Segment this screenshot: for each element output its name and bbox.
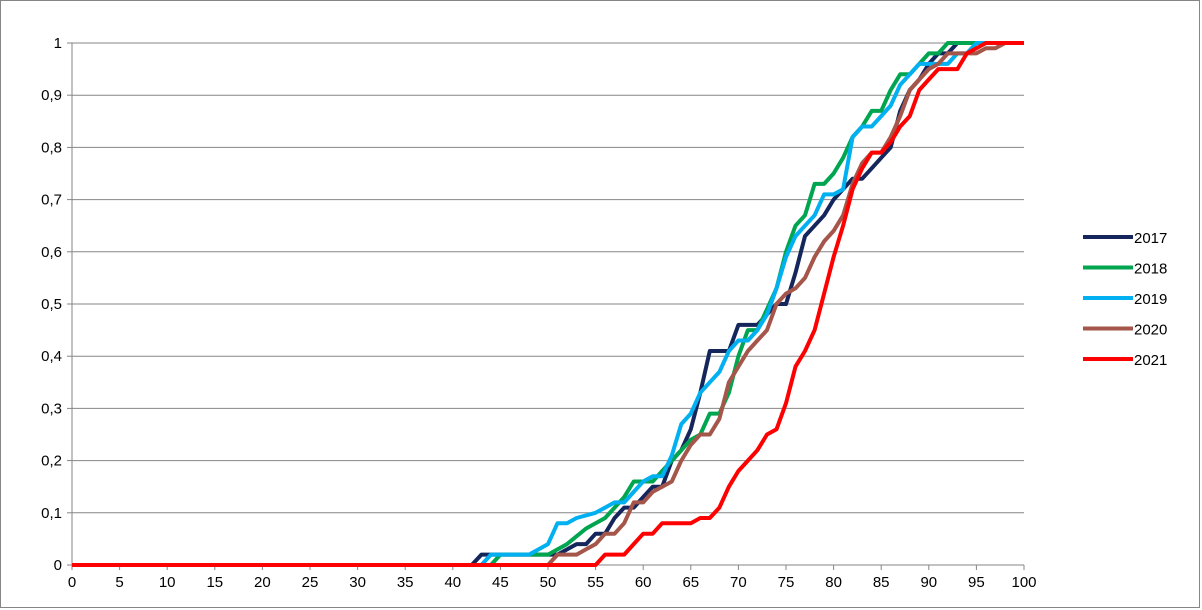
- y-tick-label: 0,5: [41, 296, 62, 313]
- legend-label-2017: 2017: [1134, 230, 1167, 247]
- x-tick-label: 80: [825, 574, 842, 591]
- y-tick-label: 0,8: [41, 139, 62, 156]
- x-tick-label: 30: [349, 574, 366, 591]
- x-tick-label: 15: [206, 574, 223, 591]
- y-tick-label: 0,2: [41, 453, 62, 470]
- x-tick-label: 75: [778, 574, 795, 591]
- legend-label-2018: 2018: [1134, 261, 1167, 278]
- y-tick-label: 0,9: [41, 87, 62, 104]
- x-tick-label: 50: [540, 574, 557, 591]
- y-axis-tick-labels: 0 0,1 0,2 0,3 0,4 0,5 0,6 0,7 0,8 0,9 1: [41, 35, 62, 574]
- legend-label-2021: 2021: [1134, 352, 1167, 369]
- x-tick-label: 40: [444, 574, 461, 591]
- y-tick-label: 0,1: [41, 505, 62, 522]
- series-line-2019: [72, 41, 1024, 567]
- x-tick-label: 65: [682, 574, 699, 591]
- x-tick-label: 60: [635, 574, 652, 591]
- legend-label-2019: 2019: [1134, 291, 1167, 308]
- series-line-2020: [72, 41, 1024, 567]
- series-line-2018: [72, 41, 1024, 567]
- x-tick-label: 45: [492, 574, 509, 591]
- x-tick-label: 55: [587, 574, 604, 591]
- x-tick-label: 90: [920, 574, 937, 591]
- x-tick-label: 0: [68, 574, 76, 591]
- y-tick-label: 0,4: [41, 348, 62, 365]
- series-lines: [72, 41, 1024, 567]
- x-tick-label: 95: [968, 574, 985, 591]
- x-tick-label: 70: [730, 574, 747, 591]
- y-tick-label: 0,7: [41, 192, 62, 209]
- gridlines: [72, 42, 1024, 514]
- x-tick-label: 5: [115, 574, 123, 591]
- y-tick-label: 0,3: [41, 400, 62, 417]
- x-tick-label: 85: [873, 574, 890, 591]
- axes: [67, 42, 1025, 570]
- series-line-2021: [72, 41, 1024, 567]
- x-tick-label: 10: [159, 574, 176, 591]
- y-tick-label: 1: [54, 35, 62, 52]
- x-axis-tick-labels: 0 5 10 15 20 25 30 35 40 45 50 55 60 65 70 75 80 85 90 95 10…: [68, 574, 1037, 591]
- x-tick-label: 25: [302, 574, 319, 591]
- legend-label-2020: 2020: [1134, 322, 1167, 339]
- x-tick-label: 20: [254, 574, 271, 591]
- x-tick-label: 35: [397, 574, 414, 591]
- y-tick-label: 0: [54, 557, 62, 574]
- x-tick-label: 100: [1011, 574, 1036, 591]
- legend: 2017 2018 2019 2020 2021: [1083, 230, 1167, 369]
- y-tick-label: 0,6: [41, 244, 62, 261]
